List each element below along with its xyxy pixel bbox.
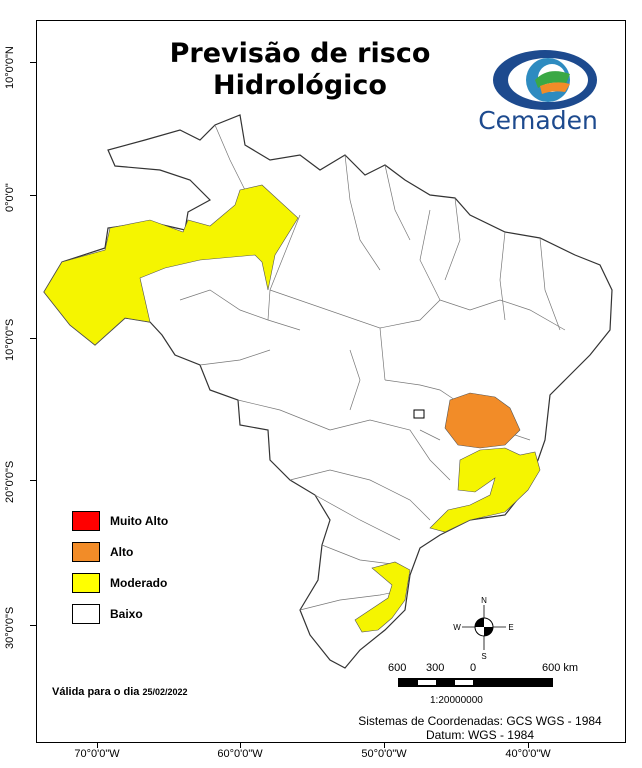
legend-item-alto: Alto [72,536,168,567]
lat-tick [30,62,36,63]
validity-text: Válida para o dia [52,686,140,698]
legend-label: Baixo [110,606,143,621]
legend-label: Alto [110,544,134,559]
scale-ratio: 1:20000000 [430,695,483,706]
page-title: Previsão de risco Hidrológico [150,38,450,102]
validity-note: Válida para o dia 25/02/2022 [52,686,188,698]
legend-label: Muito Alto [110,513,169,528]
legend-item-moderado: Moderado [72,567,168,598]
brand-name: Cemaden [478,106,598,135]
lon-tick [240,743,241,748]
lon-tick [97,743,98,748]
lat-tick [30,625,36,626]
title-line-2: Hidrológico [213,70,387,101]
lon-label-40w: 40°0'0"W [505,748,551,760]
legend-label: Moderado [110,575,168,590]
lon-tick [384,743,385,748]
federal-district [413,409,425,419]
legend-swatch [72,510,100,531]
lon-tick [528,743,529,748]
title-line-1: Previsão de risco [169,38,431,69]
coordinate-info: Sistemas de Coordenadas: GCS WGS - 1984 … [340,714,620,742]
lat-tick [30,195,36,196]
scale-label-600km: 600 km [542,662,579,674]
lon-label-60w: 60°0'0"W [217,748,263,760]
admin-borders [179,124,566,611]
compass-s: S [481,652,486,661]
compass-e: E [508,623,513,632]
scale-label-0: 0 [470,662,477,674]
legend-item-muito-alto: Muito Alto [72,505,168,536]
legend: Muito Alto Alto Moderado Baixo [72,505,168,629]
scale-label-300: 300 [426,662,445,674]
legend-item-baixo: Baixo [72,598,168,629]
risk-area-moderado-sudeste [429,447,541,533]
lon-label-50w: 50°0'0"W [361,748,407,760]
legend-swatch [72,541,100,562]
risk-area-moderado-sul [354,561,411,633]
scale-label-600: 600 [388,662,407,674]
compass-w: W [453,623,461,632]
validity-date: 25/02/2022 [142,687,188,697]
lat-tick [30,480,36,481]
risk-area-moderado-amazonas [43,184,299,346]
compass-n: N [481,596,487,605]
legend-swatch [72,572,100,593]
cemaden-logo-icon [493,50,597,110]
compass-rose-icon [462,605,506,650]
coord-system: Sistemas de Coordenadas: GCS WGS - 1984 [358,714,602,728]
scale-bar [398,678,553,687]
legend-swatch [72,603,100,624]
lat-tick [30,338,36,339]
lon-label-70w: 70°0'0"W [74,748,120,760]
datum: Datum: WGS - 1984 [425,728,535,742]
risk-area-alto [444,392,521,449]
